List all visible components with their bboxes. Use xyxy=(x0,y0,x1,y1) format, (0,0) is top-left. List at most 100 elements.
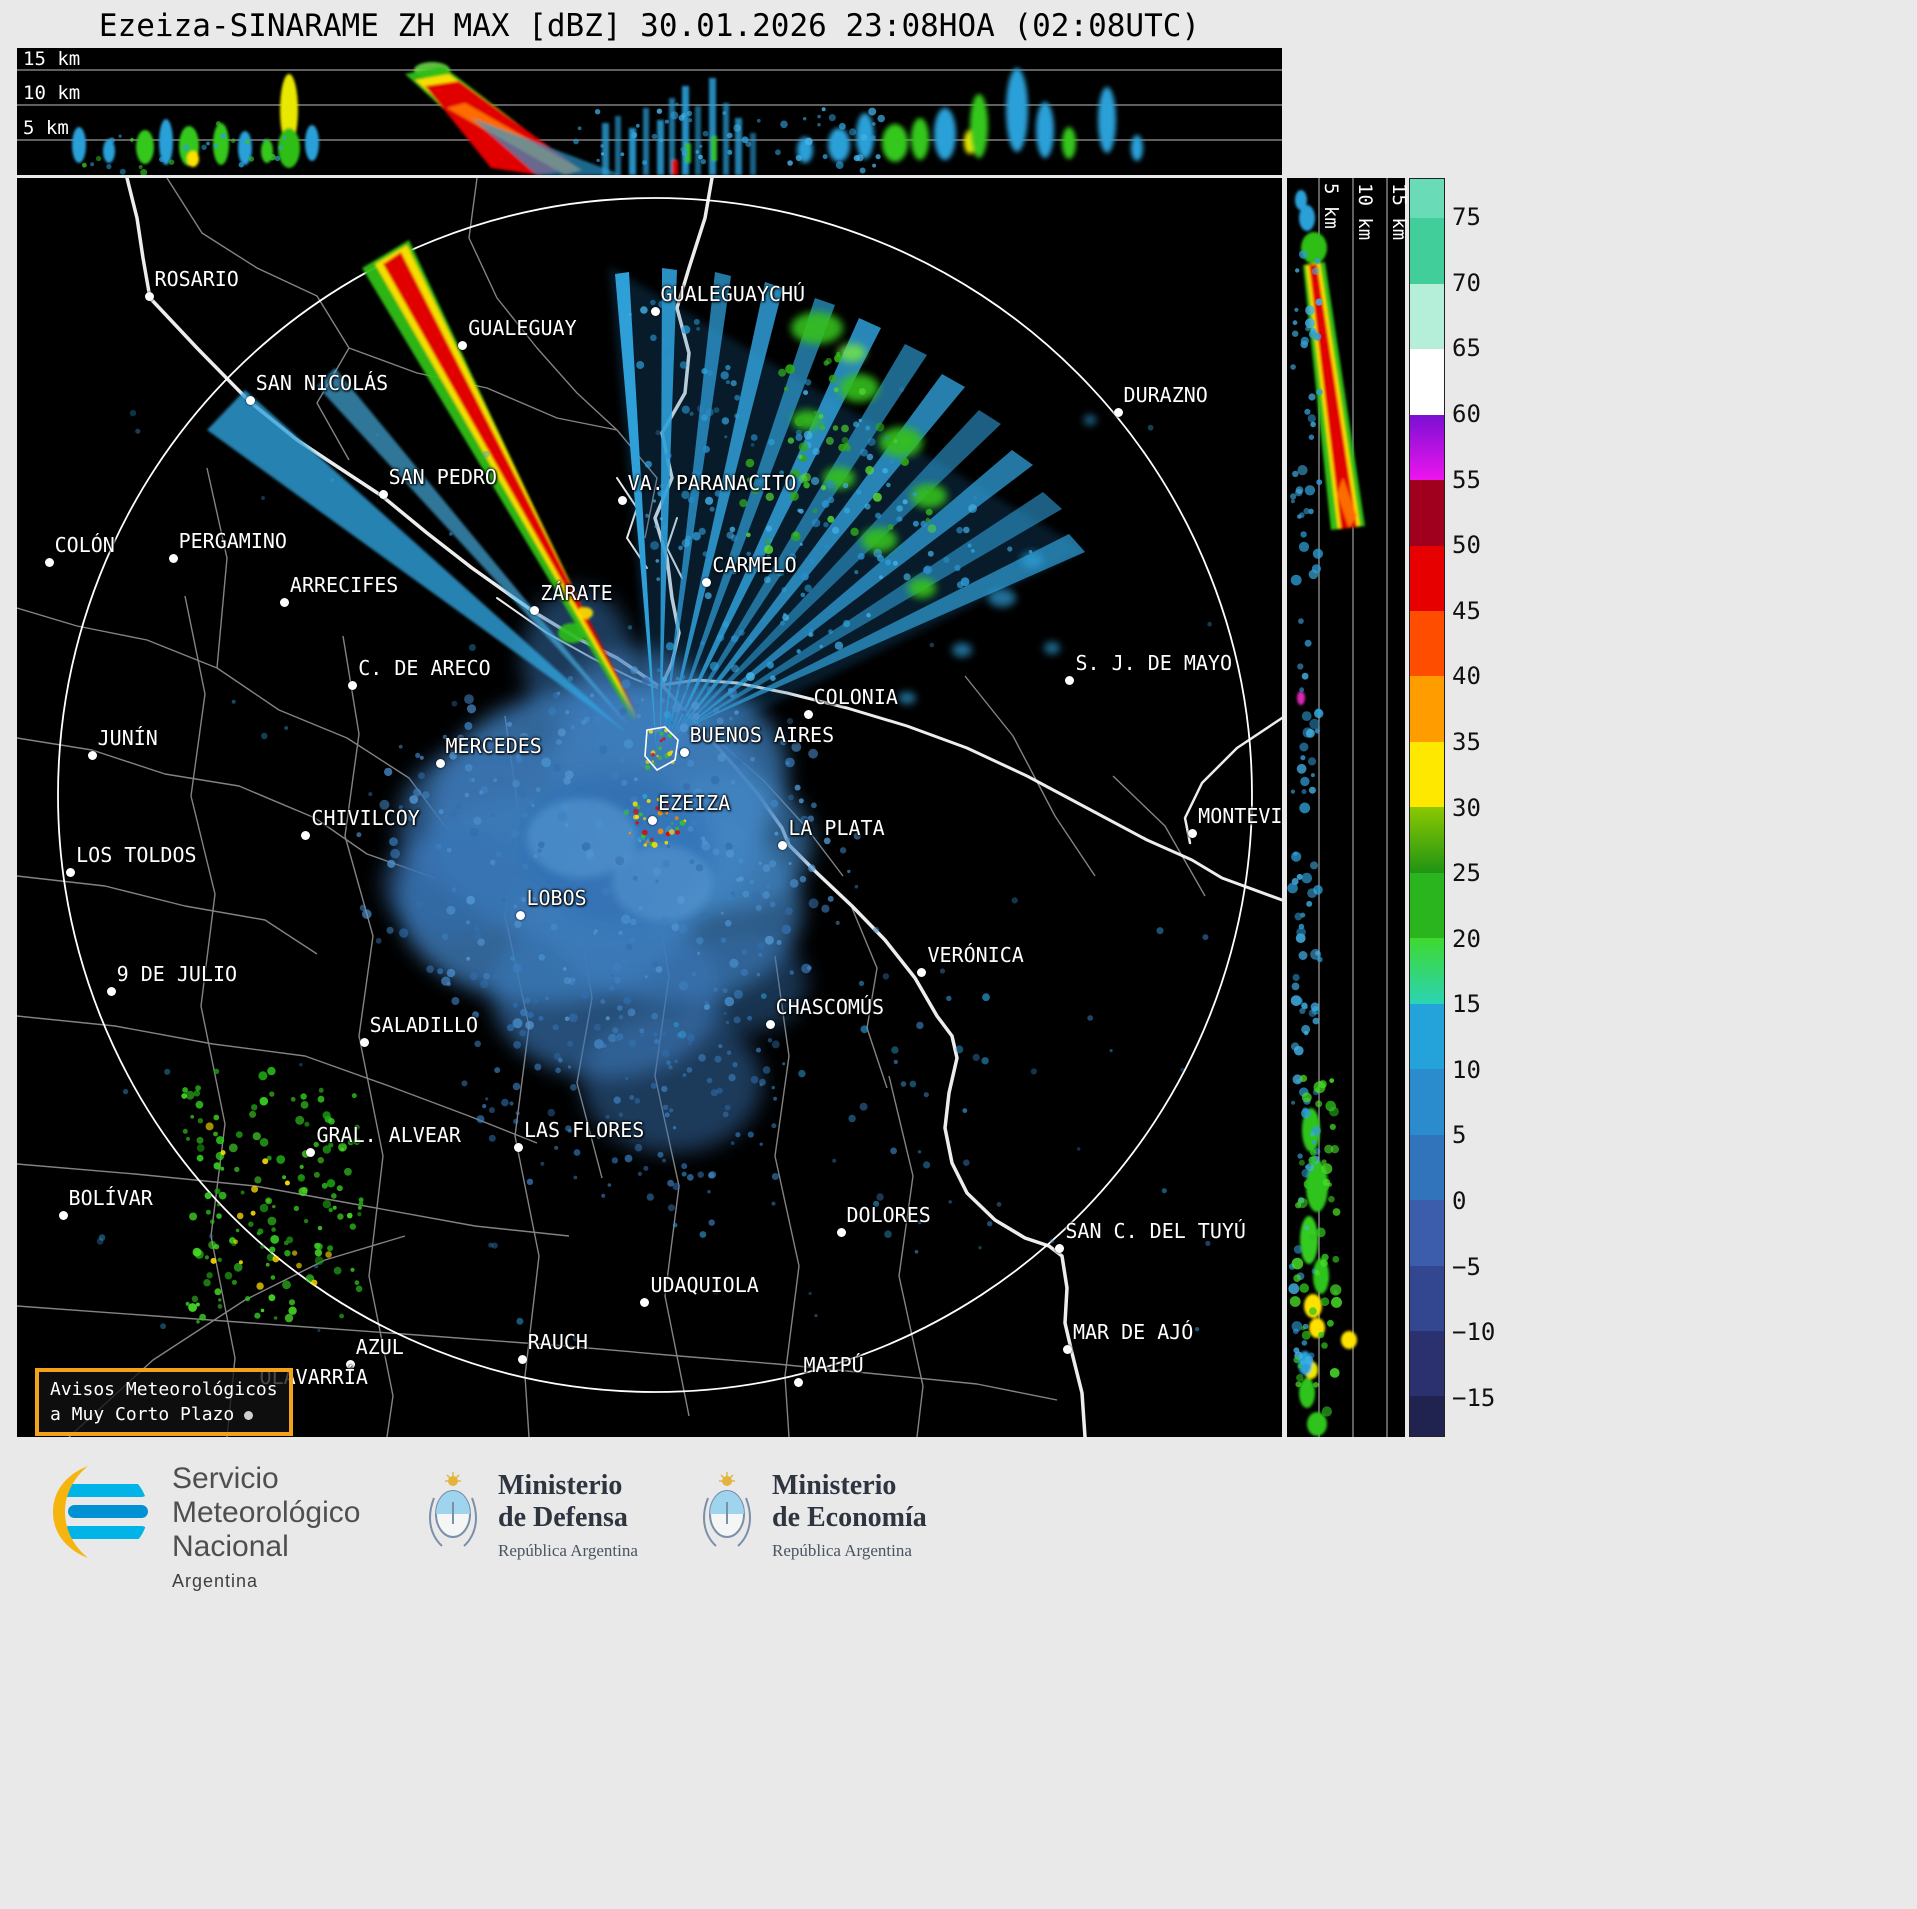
city-dot xyxy=(917,968,927,978)
city-label: AZUL xyxy=(355,1334,404,1359)
range-ring xyxy=(57,197,1253,1393)
city-label: GUALEGUAYCHÚ xyxy=(660,282,806,307)
economia-sub: República Argentina xyxy=(772,1541,912,1560)
city-dot xyxy=(765,1020,775,1030)
city-label: C. DE ARECO xyxy=(358,656,491,681)
page-title: Ezeiza-SINARAME ZH MAX [dBZ] 30.01.2026 … xyxy=(98,8,1201,44)
city-label: COLONIA xyxy=(813,685,898,710)
city-dot xyxy=(679,748,689,758)
city-label: PERGAMINO xyxy=(178,529,287,554)
colorbar-tick-label: 55 xyxy=(1452,465,1481,494)
city-dot xyxy=(516,910,526,920)
city-label: MAR DE AJÓ xyxy=(1072,1319,1194,1344)
colorbar-segment xyxy=(1410,938,1444,1004)
avisos-box[interactable]: Avisos Meteorológicos a Muy Corto Plazo xyxy=(35,1368,293,1436)
city-label: MONTEVIDEO xyxy=(1198,803,1282,828)
city-dot xyxy=(245,395,255,405)
colorbar-tick-label: 75 xyxy=(1452,203,1481,232)
city-label: DOLORES xyxy=(846,1202,931,1227)
city-dot xyxy=(778,841,788,851)
colorbar-segment xyxy=(1410,872,1444,939)
colorbar-segment xyxy=(1410,1200,1444,1266)
economia-coat-of-arms-icon xyxy=(703,1472,751,1547)
colorbar-segment xyxy=(1410,741,1444,808)
city-label: VERÓNICA xyxy=(927,943,1024,968)
defensa-sub: República Argentina xyxy=(498,1541,638,1560)
city-dot xyxy=(803,710,813,720)
city-label: ZÁRATE xyxy=(540,580,613,605)
colorbar-tick-label: 5 xyxy=(1452,1121,1467,1150)
city-label: ROSARIO xyxy=(154,267,239,292)
city-label: CHASCOMÚS xyxy=(775,995,885,1020)
colorbar-tick-label: −15 xyxy=(1452,1383,1496,1412)
smn-name-line3: Nacional xyxy=(172,1530,289,1563)
colorbar-segment xyxy=(1410,349,1444,415)
city-dot xyxy=(435,759,445,769)
city-label: LOBOS xyxy=(526,885,587,910)
city-dot xyxy=(1113,408,1123,418)
colorbar-tick-label: 35 xyxy=(1452,727,1481,756)
defensa-coat-of-arms-icon xyxy=(429,1472,477,1547)
city-label: SAN NICOLÁS xyxy=(255,370,389,395)
colorbar-tick-label: 30 xyxy=(1452,793,1481,822)
city-dot xyxy=(517,1354,527,1364)
colorbar-segment xyxy=(1410,1003,1444,1070)
defensa-line1: Ministerio xyxy=(498,1470,623,1501)
colorbar-segment xyxy=(1410,545,1444,611)
city-dot xyxy=(836,1227,846,1237)
city-dot xyxy=(1188,828,1198,838)
city-label: LA PLATA xyxy=(788,816,885,841)
city-dot xyxy=(530,605,540,615)
height-label-10km-v: 10 km xyxy=(1354,183,1376,241)
city-label: BUENOS AIRES xyxy=(689,723,835,748)
city-label: CHIVILCOY xyxy=(311,806,420,831)
city-dot xyxy=(458,341,468,351)
economia-line2: de Economía xyxy=(772,1502,927,1533)
caba-outline xyxy=(644,726,679,772)
city-dot xyxy=(1055,1244,1065,1254)
city-dot xyxy=(66,867,76,877)
city-label: SALADILLO xyxy=(369,1012,478,1037)
defensa-line2: de Defensa xyxy=(498,1502,628,1533)
city-label: 9 DE JULIO xyxy=(116,962,238,987)
city-dot xyxy=(279,598,289,608)
colorbar-tick-label: −10 xyxy=(1452,1318,1496,1347)
colorbar-segment xyxy=(1410,1265,1444,1331)
cross-section-right-graphic xyxy=(1287,178,1388,1437)
city-label: GUALEGUAY xyxy=(468,316,577,341)
city-label: LAS FLORES xyxy=(523,1118,645,1143)
city-dot xyxy=(378,490,388,499)
city-dot xyxy=(348,681,358,691)
city-label: ARRECIFES xyxy=(289,573,399,598)
colorbar-tick-label: 25 xyxy=(1452,859,1481,888)
height-label-15km: 15 km xyxy=(23,48,81,70)
colorbar-segment xyxy=(1410,807,1444,873)
colorbar-segment xyxy=(1410,1330,1444,1397)
colorbar-tick-label: 40 xyxy=(1452,662,1481,691)
nw-beam xyxy=(207,240,639,733)
city-label: MAIPÚ xyxy=(803,1352,864,1377)
city-label: MERCEDES xyxy=(445,734,542,759)
city-dot xyxy=(640,1298,650,1308)
colorbar-segment xyxy=(1410,1134,1444,1201)
city-dot xyxy=(650,307,660,317)
economia-logo-block: Ministerio de Economía República Argenti… xyxy=(700,1470,927,1561)
colorbar-tick-label: 15 xyxy=(1452,990,1481,1019)
cross-section-top-graphic xyxy=(17,62,1282,175)
dbz-colorbar xyxy=(1409,178,1445,1437)
city-label: SAN PEDRO xyxy=(388,465,497,489)
colorbar-segment xyxy=(1410,414,1444,481)
city-dot xyxy=(144,292,154,302)
city-label: RAUCH xyxy=(527,1329,588,1354)
smn-name-line1: Servicio xyxy=(172,1462,279,1495)
colorbar-segment xyxy=(1410,611,1444,677)
colorbar-segment xyxy=(1410,283,1444,350)
city-dot xyxy=(306,1148,316,1158)
city-dot xyxy=(168,554,178,564)
city-dot xyxy=(301,831,311,841)
city-label: COLÓN xyxy=(54,532,115,557)
city-dot xyxy=(617,496,627,506)
colorbar-tick-label: 65 xyxy=(1452,334,1481,363)
city-dot xyxy=(359,1037,369,1047)
